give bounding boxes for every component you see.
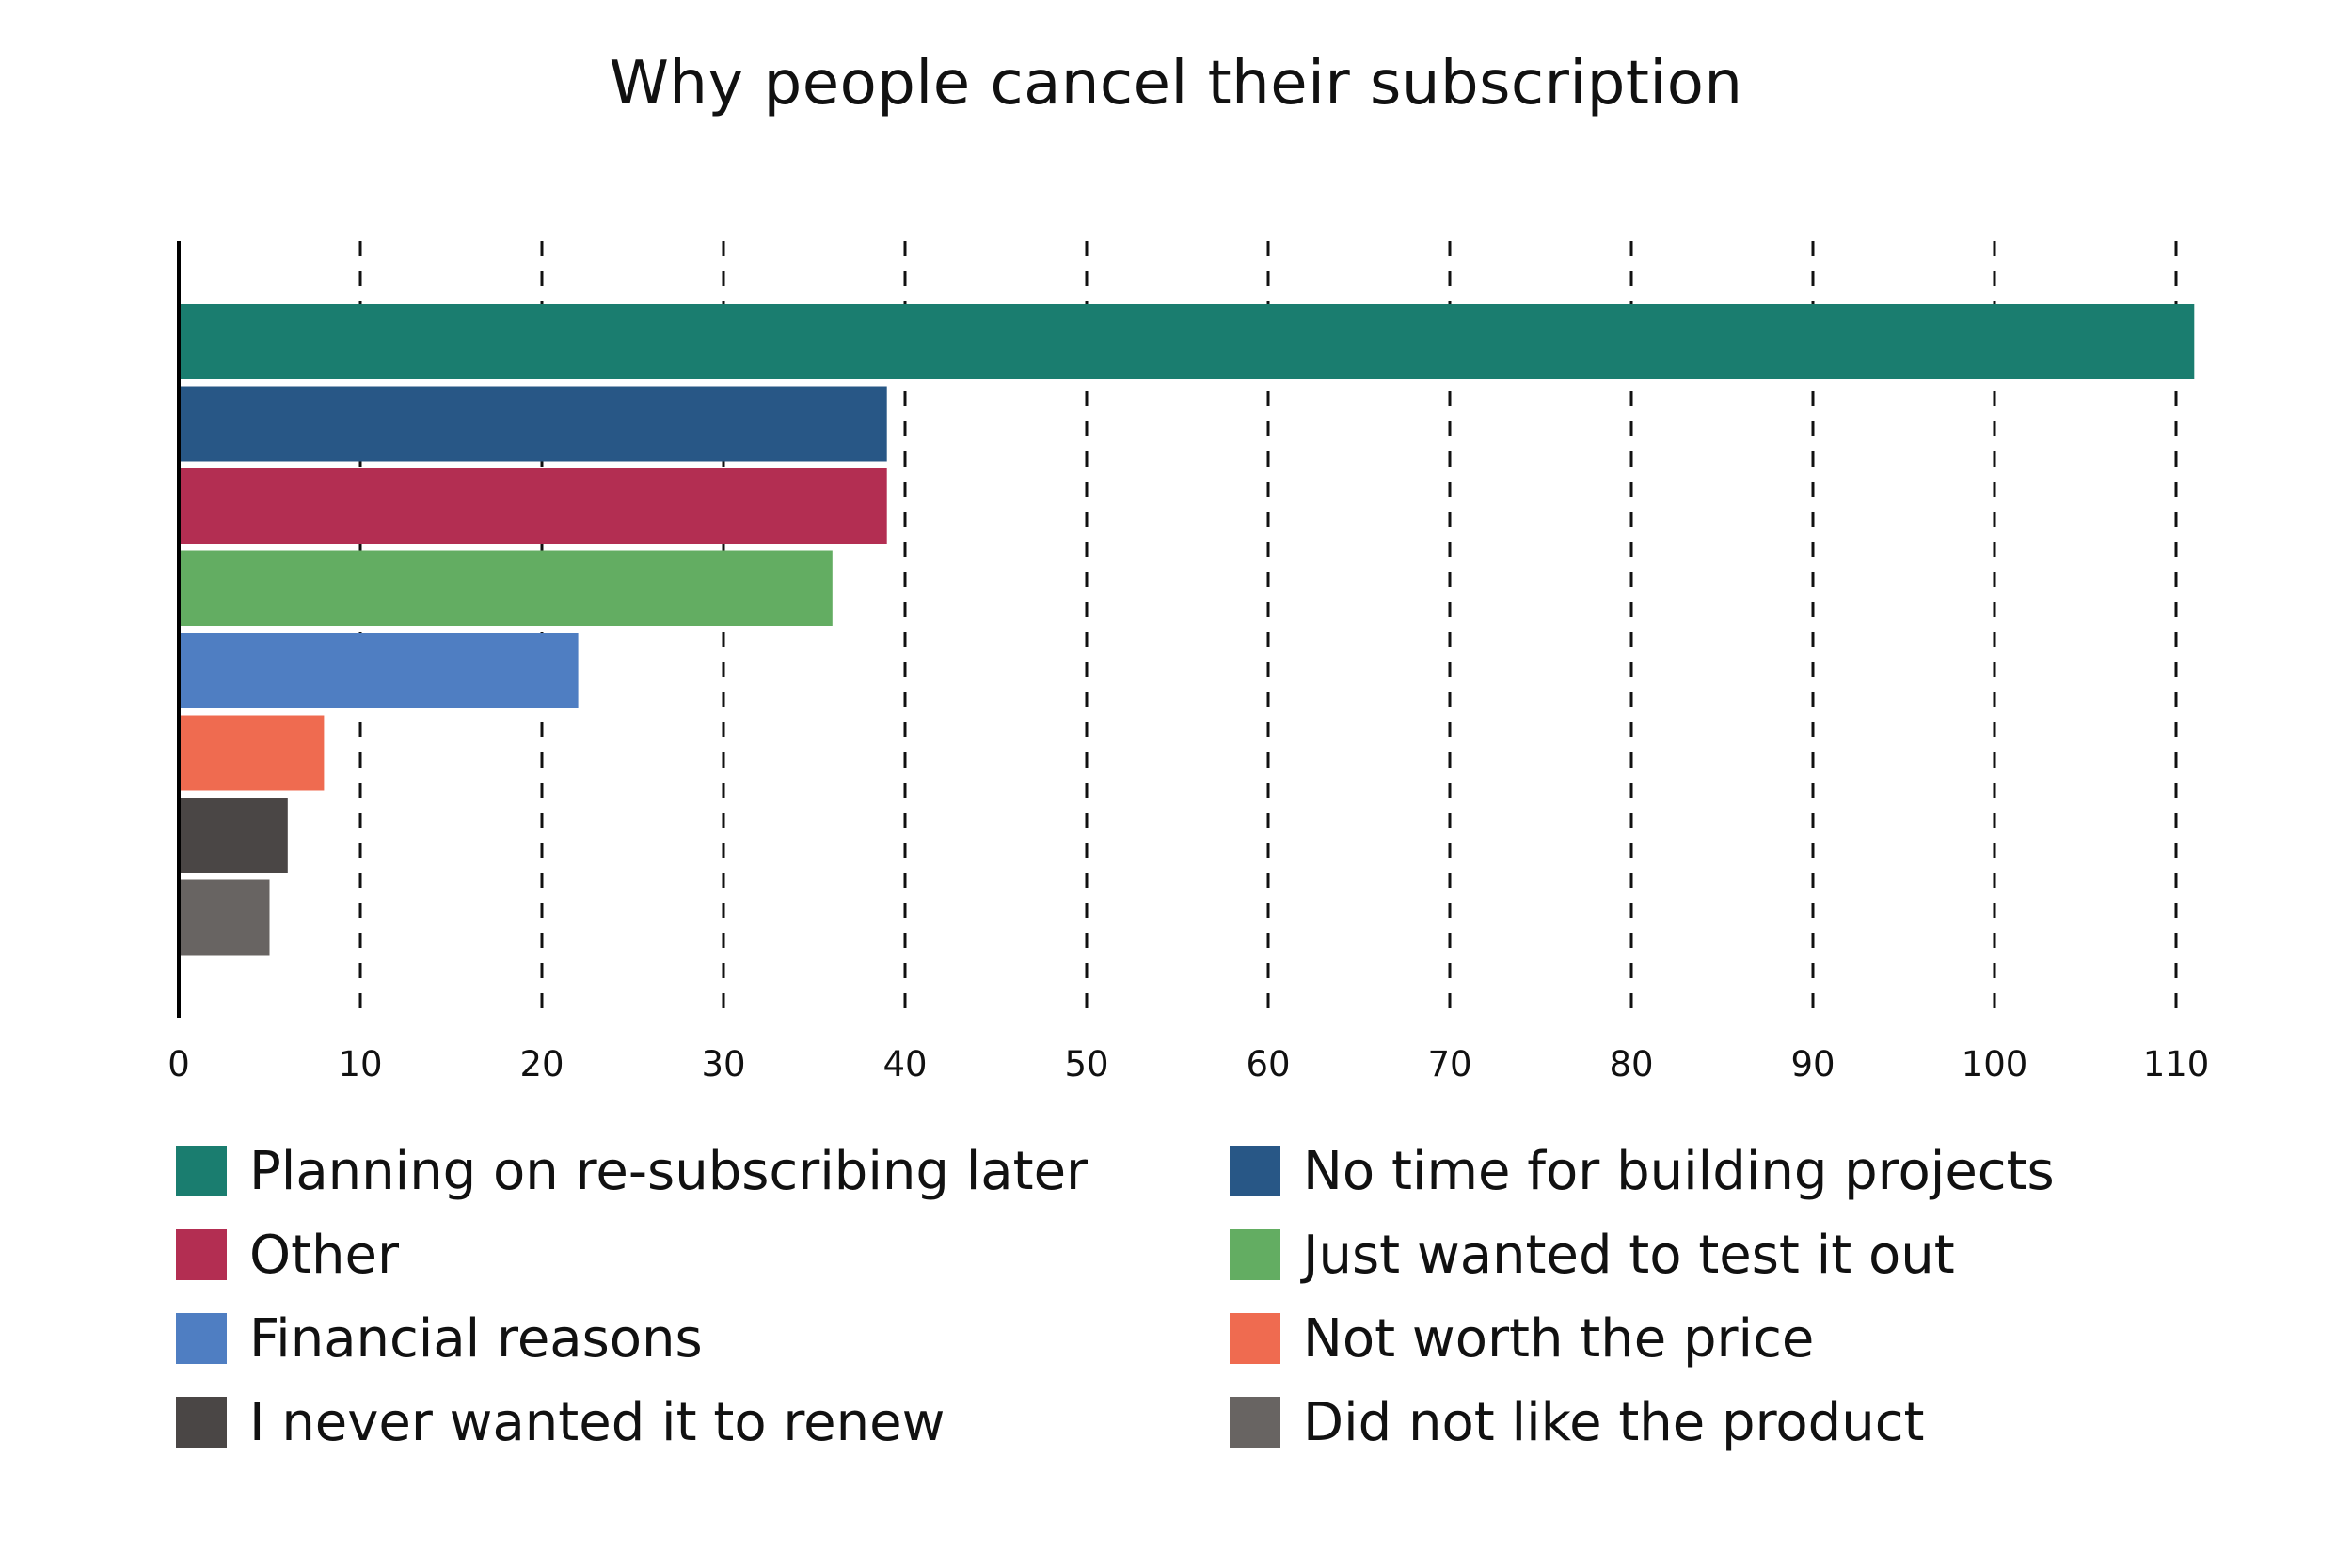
legend-label: Not worth the price	[1303, 1307, 1815, 1370]
chart-title: Why people cancel their subscription	[609, 49, 1743, 119]
bar	[179, 304, 2195, 379]
legend-item: Other	[176, 1222, 399, 1288]
legend-label: Planning on re-subscribing later	[249, 1140, 1089, 1202]
legend-swatch	[1230, 1397, 1280, 1448]
x-tick-label: 100	[1962, 1044, 2028, 1085]
x-tick-label: 50	[1064, 1044, 1108, 1085]
x-axis-ticks: 0 10 20 30 40 50 60 70 80 90 100 110	[167, 1044, 2209, 1085]
legend-item: Did not like the product	[1230, 1389, 1924, 1455]
bar	[179, 386, 887, 462]
x-tick-label: 70	[1427, 1044, 1471, 1085]
bar	[179, 879, 270, 956]
legend-swatch	[176, 1397, 227, 1448]
x-tick-label: 80	[1609, 1044, 1653, 1085]
x-tick-label: 90	[1790, 1044, 1835, 1085]
legend-label: Did not like the product	[1303, 1391, 1925, 1453]
legend-label: I never wanted it to renew	[249, 1391, 946, 1453]
bar	[179, 798, 288, 873]
bars	[179, 304, 2195, 956]
legend-item: Just wanted to test it out	[1230, 1222, 1955, 1288]
legend-label: Other	[249, 1224, 400, 1286]
legend-swatch	[1230, 1146, 1280, 1196]
legend-item: Planning on re-subscribing later	[176, 1138, 1088, 1204]
bar	[179, 633, 579, 708]
legend-label: Financial reasons	[249, 1307, 703, 1370]
x-tick-label: 20	[519, 1044, 564, 1085]
bar	[179, 468, 887, 544]
x-tick-label: 10	[338, 1044, 382, 1085]
bar	[179, 550, 833, 626]
x-tick-label: 0	[167, 1044, 190, 1085]
legend-swatch	[1230, 1229, 1280, 1280]
bar	[179, 715, 325, 791]
legend-swatch	[176, 1313, 227, 1364]
legend-item: Not worth the price	[1230, 1306, 1814, 1371]
legend-swatch	[176, 1229, 227, 1280]
legend-swatch	[176, 1146, 227, 1196]
legend-swatch	[1230, 1313, 1280, 1364]
legend-item: No time for building projects	[1230, 1138, 2055, 1204]
x-tick-label: 60	[1246, 1044, 1290, 1085]
legend-item: Financial reasons	[176, 1306, 703, 1371]
legend-item: I never wanted it to renew	[176, 1389, 945, 1455]
x-tick-label: 30	[701, 1044, 745, 1085]
legend-label: No time for building projects	[1303, 1140, 2055, 1202]
x-tick-label: 110	[2143, 1044, 2210, 1085]
legend-label: Just wanted to test it out	[1303, 1224, 1955, 1286]
x-tick-label: 40	[882, 1044, 927, 1085]
